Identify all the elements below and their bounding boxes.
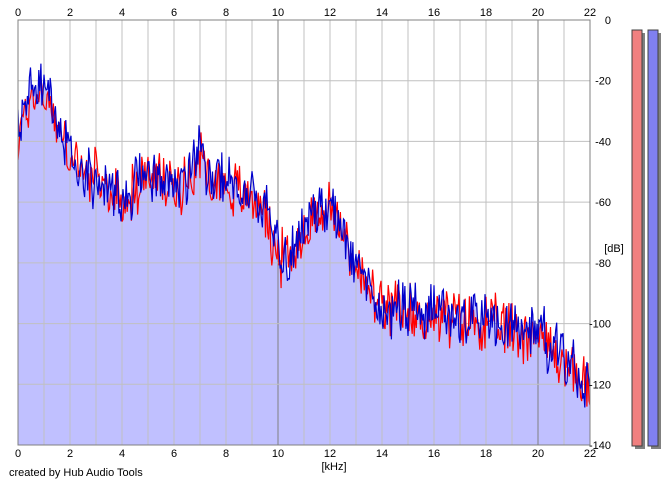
x-tick-label-bottom: 2 [67, 448, 73, 460]
x-tick-label-top: 10 [272, 7, 284, 19]
y-tick-label: -20 [595, 76, 611, 88]
x-tick-label-top: 2 [67, 7, 73, 19]
y-axis-tick-labels: 0 -20 -40 -60 -80 -100 -120 -140 [589, 15, 611, 452]
x-tick-label-bottom: 6 [171, 448, 177, 460]
x-tick-label-bottom: 16 [428, 448, 440, 460]
series-line-right-channel [18, 63, 590, 408]
y-tick-label: -40 [595, 136, 611, 148]
x-tick-label-bottom: 0 [15, 448, 21, 460]
y-tick-label: -100 [589, 319, 611, 331]
x-axis-title: [kHz] [321, 461, 346, 473]
plot-border [17, 19, 591, 446]
x-tick-label-bottom: 18 [480, 448, 492, 460]
y-tick-label: 0 [605, 15, 611, 27]
y-tick-label: -120 [589, 379, 611, 391]
x-tick-label-bottom: 22 [584, 448, 596, 460]
y-tick-label: -80 [595, 258, 611, 270]
level-meters [631, 29, 661, 449]
left-level-meter [631, 29, 643, 447]
x-tick-label-bottom: 12 [324, 448, 336, 460]
x-tick-label-top: 8 [223, 7, 229, 19]
x-tick-label-top: 22 [584, 7, 596, 19]
x-tick-label-top: 18 [480, 7, 492, 19]
x-tick-label-top: 0 [15, 7, 21, 19]
x-tick-label-top: 14 [376, 7, 388, 19]
x-tick-label-top: 16 [428, 7, 440, 19]
x-tick-label-top: 12 [324, 7, 336, 19]
x-tick-label-top: 6 [171, 7, 177, 19]
y-tick-label: -140 [589, 440, 611, 452]
x-tick-label-bottom: 14 [376, 448, 388, 460]
credit-text: created by Hub Audio Tools [9, 467, 143, 479]
x-tick-label-bottom: 20 [532, 448, 544, 460]
x-tick-label-top: 4 [119, 7, 125, 19]
x-tick-label-top: 20 [532, 7, 544, 19]
right-level-meter [647, 29, 659, 447]
x-tick-label-bottom: 8 [223, 448, 229, 460]
x-tick-label-bottom: 4 [119, 448, 125, 460]
x-tick-label-bottom: 10 [272, 448, 284, 460]
y-tick-label: -60 [595, 197, 611, 209]
y-axis-title: [dB] [604, 243, 624, 255]
